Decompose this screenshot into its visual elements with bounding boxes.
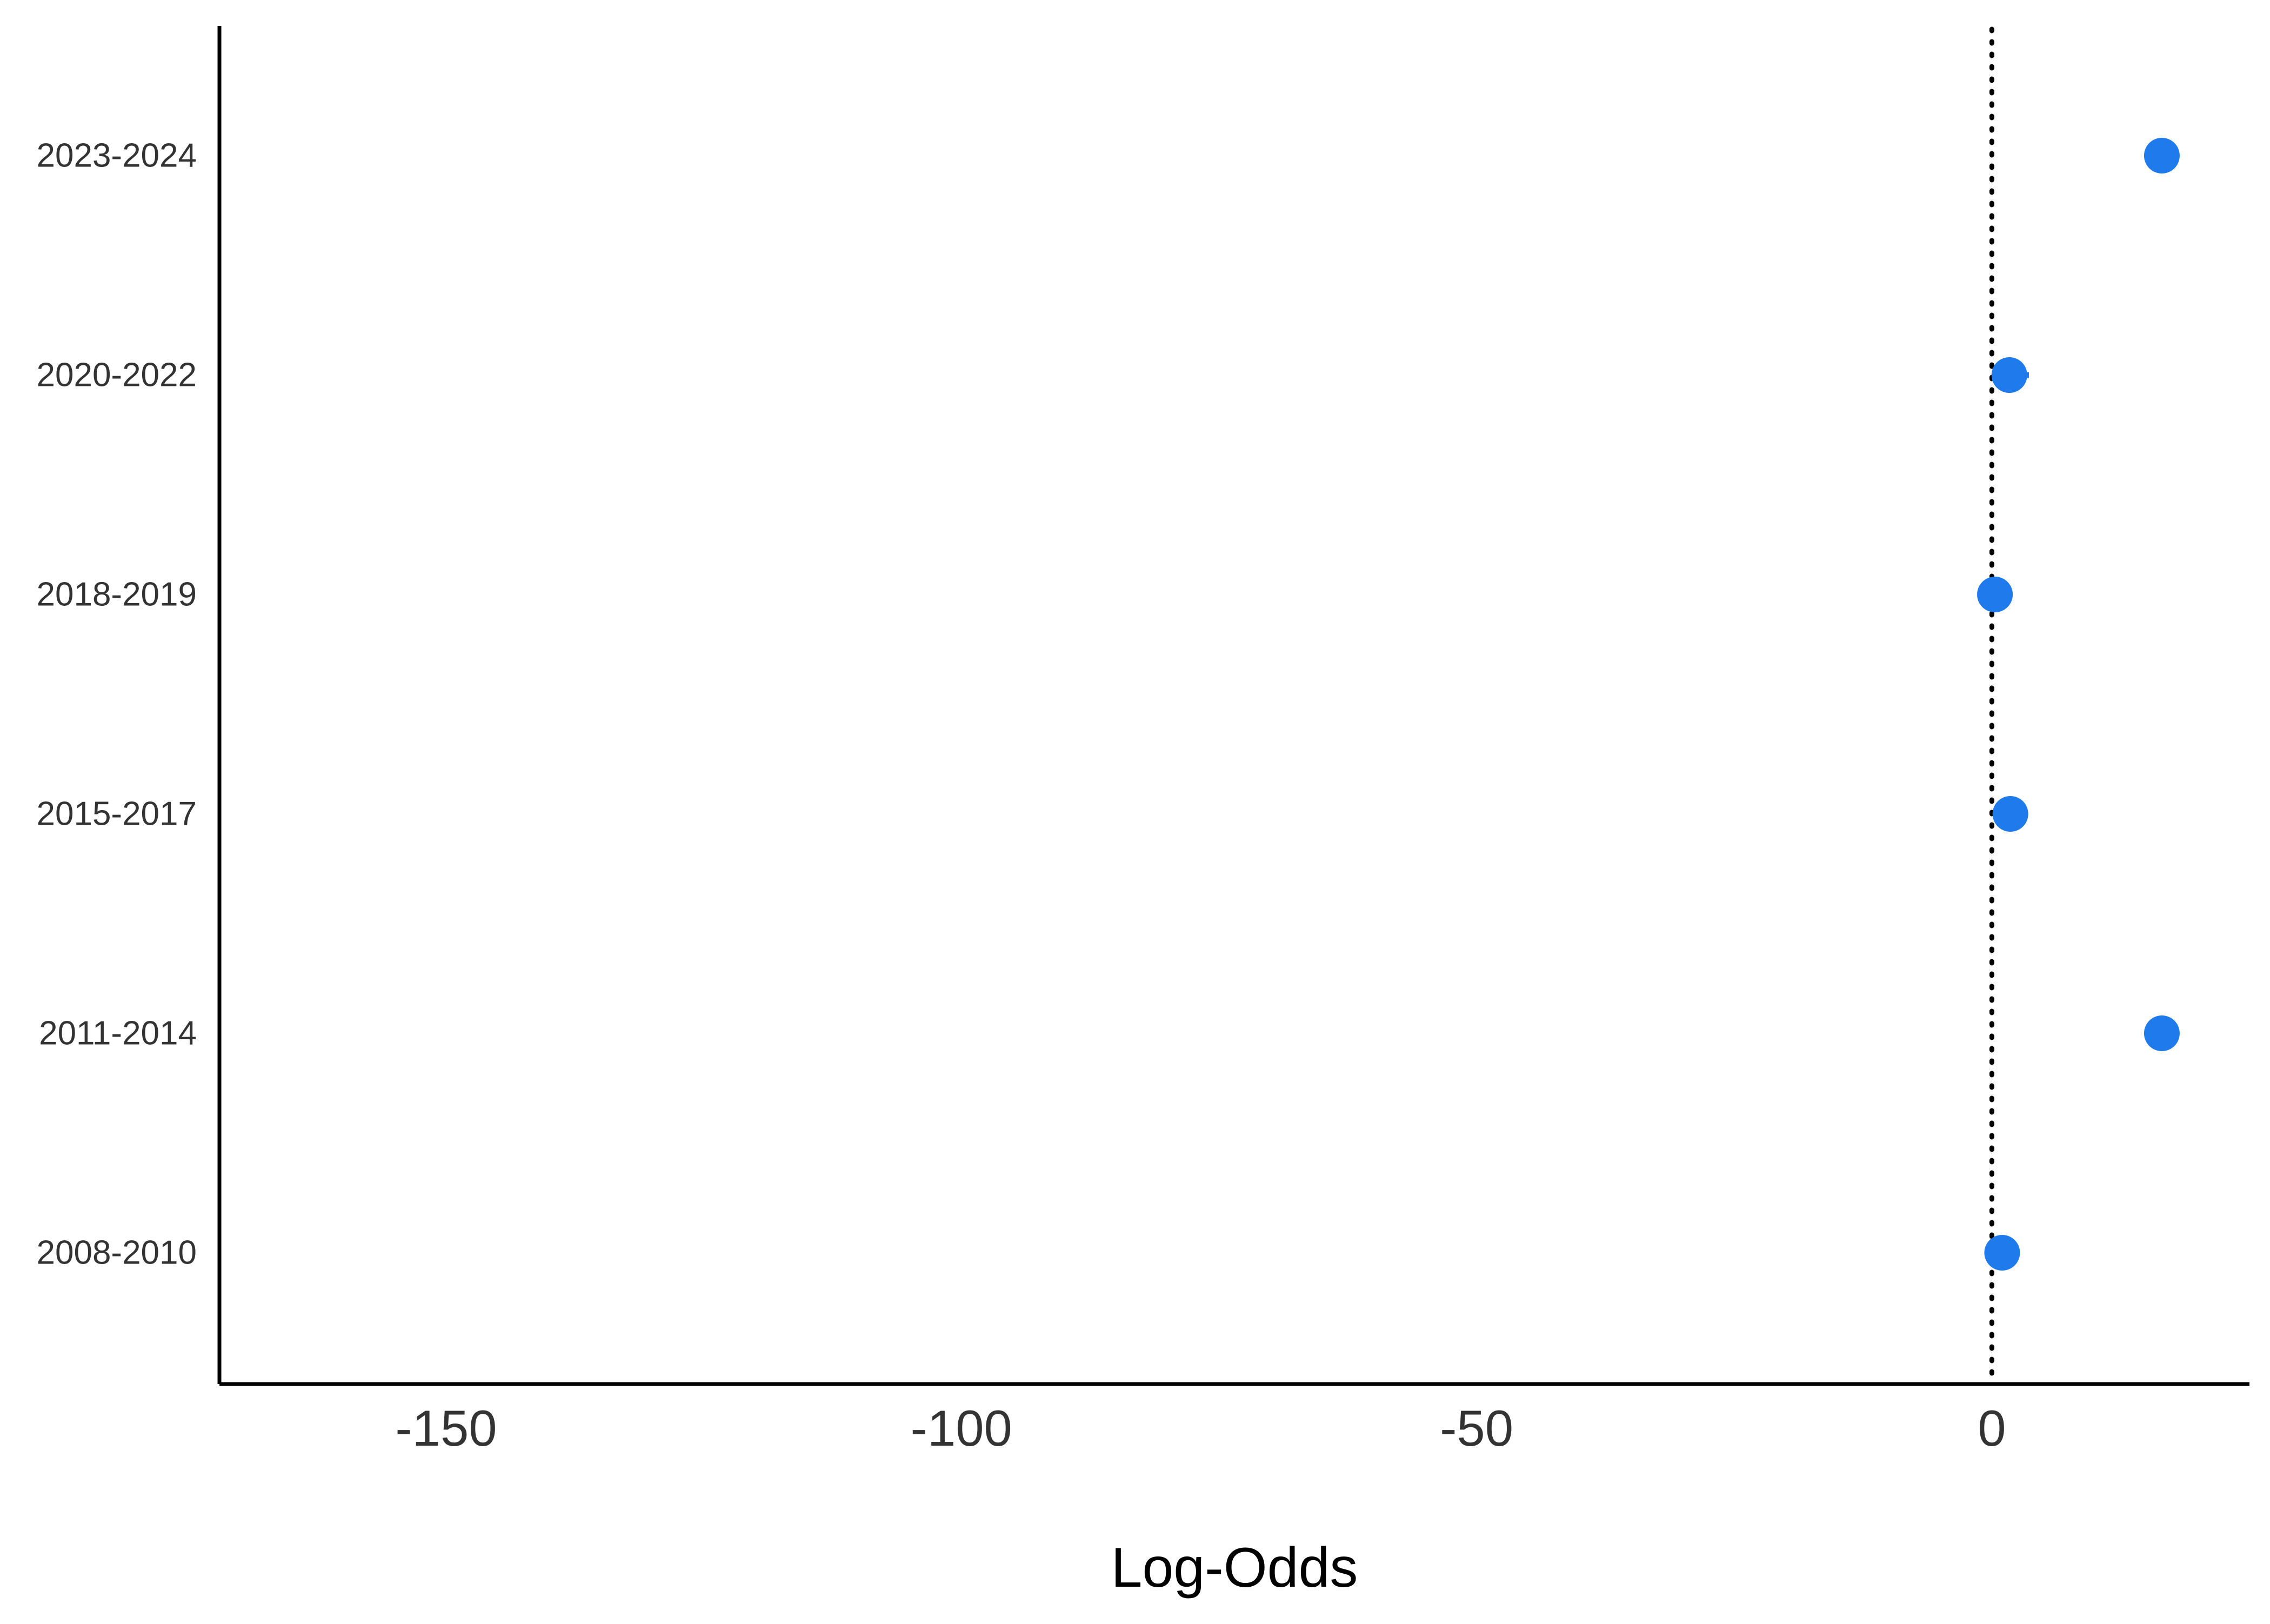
data-point bbox=[1992, 796, 2028, 832]
y-tick-label: 2015-2017 bbox=[37, 796, 197, 833]
x-tick-label: -100 bbox=[911, 1400, 1012, 1456]
y-tick-label: 2020-2022 bbox=[37, 357, 197, 394]
x-tick-label: 0 bbox=[1978, 1400, 2006, 1456]
data-point bbox=[1991, 357, 2027, 393]
y-tick-label: 2018-2019 bbox=[37, 576, 197, 613]
x-tick-label: -150 bbox=[395, 1400, 497, 1456]
x-axis-title: Log-Odds bbox=[1111, 1536, 1358, 1599]
data-point bbox=[1984, 1235, 2020, 1271]
y-tick-label: 2008-2010 bbox=[37, 1234, 197, 1272]
y-tick-label: 2011-2014 bbox=[39, 1015, 197, 1052]
data-point bbox=[2144, 138, 2180, 173]
x-tick-label: -50 bbox=[1440, 1400, 1513, 1456]
y-tick-label: 2023-2024 bbox=[37, 137, 197, 175]
data-point bbox=[2144, 1015, 2180, 1051]
data-point bbox=[1977, 577, 2013, 612]
